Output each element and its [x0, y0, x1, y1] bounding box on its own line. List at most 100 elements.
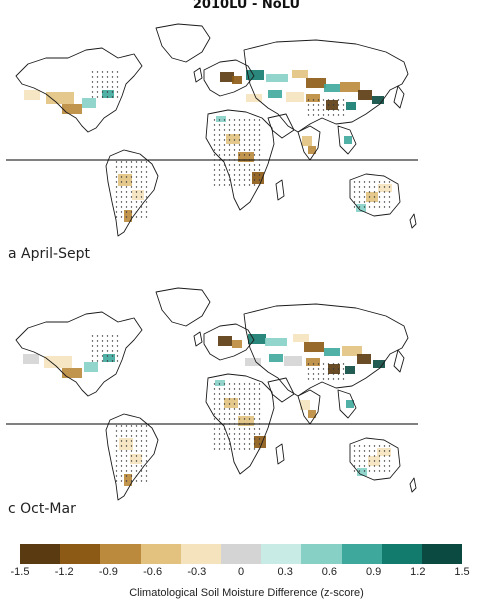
significance-stipple	[101, 340, 104, 342]
significance-stipple	[106, 350, 109, 352]
coastline-arabia	[267, 113, 295, 139]
significance-stipple	[125, 470, 128, 472]
significance-stipple	[120, 181, 123, 183]
significance-stipple	[258, 179, 261, 181]
significance-stipple	[253, 398, 256, 400]
significance-stipple	[363, 201, 366, 203]
significance-stipple	[233, 388, 236, 390]
significance-stipple	[322, 114, 325, 116]
significance-stipple	[115, 470, 118, 472]
soil-moisture-cell	[103, 354, 115, 362]
significance-stipple	[228, 443, 231, 445]
significance-stipple	[248, 164, 251, 166]
significance-stipple	[238, 438, 241, 440]
significance-stipple	[130, 211, 133, 213]
colorbar-tick-label: 0.9	[365, 566, 382, 578]
significance-stipple	[115, 176, 118, 178]
significance-stipple	[368, 450, 371, 452]
significance-stipple	[253, 129, 256, 131]
soil-moisture-cell	[356, 204, 366, 212]
significance-stipple	[368, 455, 371, 457]
significance-stipple	[115, 216, 118, 218]
significance-stipple	[223, 144, 226, 146]
significance-stipple	[101, 335, 104, 337]
significance-stipple	[253, 139, 256, 141]
significance-stipple	[353, 445, 356, 447]
soil-moisture-cell	[119, 438, 133, 450]
significance-stipple	[135, 475, 138, 477]
soil-moisture-cell	[24, 90, 40, 100]
significance-stipple	[248, 398, 251, 400]
significance-stipple	[218, 438, 221, 440]
significance-stipple	[135, 171, 138, 173]
significance-stipple	[253, 418, 256, 420]
coastline-greenland	[155, 287, 211, 327]
significance-stipple	[101, 355, 104, 357]
significance-stipple	[120, 470, 123, 472]
coastline-uk	[193, 67, 203, 83]
significance-stipple	[342, 99, 345, 101]
significance-stipple	[233, 393, 236, 395]
significance-stipple	[218, 134, 221, 136]
significance-stipple	[228, 119, 231, 121]
significance-stipple	[388, 201, 391, 203]
significance-stipple	[312, 378, 315, 380]
soil-moisture-cell	[44, 356, 72, 368]
significance-stipple	[228, 418, 231, 420]
significance-stipple	[213, 124, 216, 126]
significance-stipple	[213, 129, 216, 131]
significance-stipple	[253, 164, 256, 166]
significance-stipple	[378, 186, 381, 188]
soil-moisture-cell	[232, 340, 242, 348]
significance-stipple	[243, 139, 246, 141]
significance-stipple	[115, 465, 118, 467]
significance-stipple	[243, 448, 246, 450]
significance-stipple	[332, 368, 335, 370]
significance-stipple	[120, 216, 123, 218]
significance-stipple	[363, 206, 366, 208]
significance-stipple	[223, 448, 226, 450]
significance-stipple	[243, 388, 246, 390]
significance-stipple	[218, 139, 221, 141]
significance-stipple	[218, 428, 221, 430]
significance-stipple	[253, 443, 256, 445]
significance-stipple	[358, 445, 361, 447]
significance-stipple	[223, 119, 226, 121]
significance-stipple	[243, 403, 246, 405]
significance-stipple	[233, 124, 236, 126]
significance-stipple	[243, 184, 246, 186]
soil-moisture-cell	[218, 336, 232, 346]
significance-stipple	[238, 119, 241, 121]
significance-stipple	[353, 201, 356, 203]
significance-stipple	[228, 154, 231, 156]
significance-stipple	[312, 363, 315, 365]
significance-stipple	[228, 179, 231, 181]
significance-stipple	[145, 460, 148, 462]
significance-stipple	[238, 403, 241, 405]
significance-stipple	[358, 196, 361, 198]
significance-stipple	[388, 196, 391, 198]
significance-stipple	[218, 443, 221, 445]
significance-stipple	[353, 191, 356, 193]
significance-stipple	[258, 408, 261, 410]
soil-moisture-cell	[124, 210, 132, 222]
soil-moisture-cell	[226, 134, 240, 144]
significance-stipple	[238, 398, 241, 400]
significance-stipple	[125, 455, 128, 457]
significance-stipple	[213, 174, 216, 176]
significance-stipple	[120, 430, 123, 432]
significance-stipple	[233, 179, 236, 181]
significance-stipple	[130, 216, 133, 218]
significance-stipple	[238, 443, 241, 445]
significance-stipple	[353, 196, 356, 198]
soil-moisture-cell	[306, 358, 320, 366]
significance-stipple	[243, 398, 246, 400]
significance-stipple	[218, 184, 221, 186]
significance-stipple	[342, 109, 345, 111]
significance-stipple	[111, 91, 114, 93]
significance-stipple	[106, 340, 109, 342]
significance-stipple	[218, 408, 221, 410]
soil-moisture-cell	[132, 190, 144, 200]
significance-stipple	[327, 104, 330, 106]
significance-stipple	[312, 109, 315, 111]
